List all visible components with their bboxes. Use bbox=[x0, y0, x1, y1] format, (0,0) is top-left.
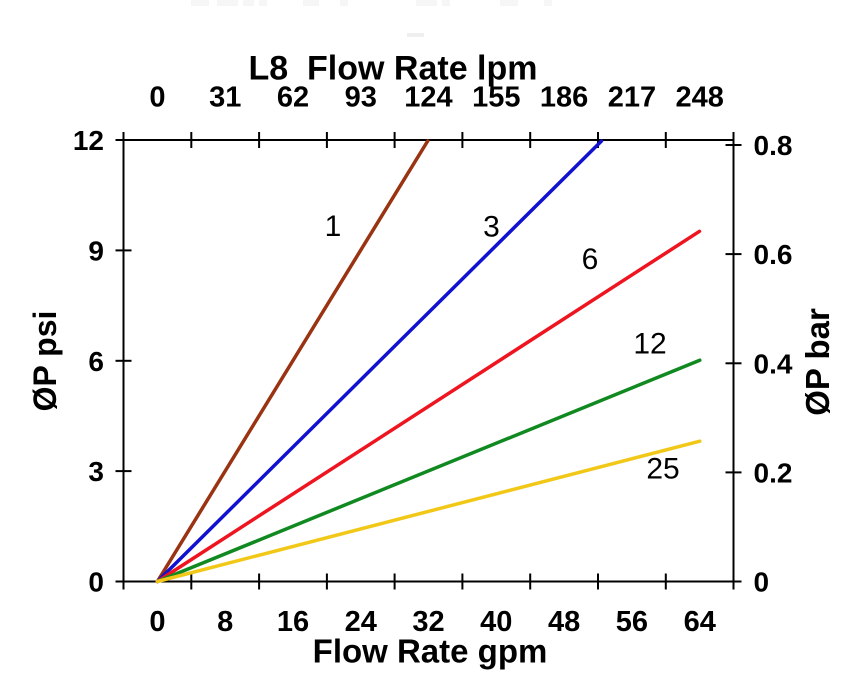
svg-text:48: 48 bbox=[548, 606, 580, 638]
svg-text:0: 0 bbox=[754, 567, 770, 598]
svg-text:3: 3 bbox=[88, 456, 104, 487]
svg-text:1: 1 bbox=[325, 210, 342, 243]
svg-text:3: 3 bbox=[483, 210, 500, 243]
svg-text:8: 8 bbox=[217, 606, 233, 638]
svg-text:25: 25 bbox=[646, 452, 679, 485]
svg-text:0: 0 bbox=[149, 82, 165, 114]
svg-text:93: 93 bbox=[345, 82, 377, 114]
svg-text:0.4: 0.4 bbox=[754, 348, 793, 379]
svg-text:L8 Flow Rate lpm: L8 Flow Rate lpm bbox=[248, 50, 537, 88]
svg-text:6: 6 bbox=[582, 243, 599, 276]
svg-text:248: 248 bbox=[676, 82, 724, 114]
svg-text:186: 186 bbox=[540, 82, 588, 114]
svg-text:24: 24 bbox=[345, 606, 377, 638]
svg-text:32: 32 bbox=[412, 606, 444, 638]
svg-text:0.6: 0.6 bbox=[754, 239, 793, 270]
svg-text:6: 6 bbox=[88, 346, 104, 377]
svg-text:56: 56 bbox=[616, 606, 648, 638]
svg-text:0: 0 bbox=[149, 606, 165, 638]
svg-text:64: 64 bbox=[684, 606, 716, 638]
svg-text:12: 12 bbox=[633, 327, 666, 360]
svg-text:9: 9 bbox=[88, 235, 104, 266]
svg-text:40: 40 bbox=[480, 606, 512, 638]
svg-text:217: 217 bbox=[608, 82, 656, 114]
svg-text:155: 155 bbox=[472, 82, 520, 114]
svg-text:ØP psi: ØP psi bbox=[27, 311, 63, 412]
svg-text:0.2: 0.2 bbox=[754, 457, 793, 488]
svg-text:16: 16 bbox=[277, 606, 309, 638]
svg-text:Flow Rate gpm: Flow Rate gpm bbox=[313, 633, 548, 670]
svg-text:0.8: 0.8 bbox=[754, 130, 793, 161]
svg-text:62: 62 bbox=[277, 82, 309, 114]
svg-text:ØP bar: ØP bar bbox=[799, 308, 836, 416]
svg-text:12: 12 bbox=[73, 125, 104, 156]
svg-text:31: 31 bbox=[209, 82, 241, 114]
svg-text:124: 124 bbox=[404, 82, 452, 114]
svg-text:0: 0 bbox=[88, 567, 104, 598]
